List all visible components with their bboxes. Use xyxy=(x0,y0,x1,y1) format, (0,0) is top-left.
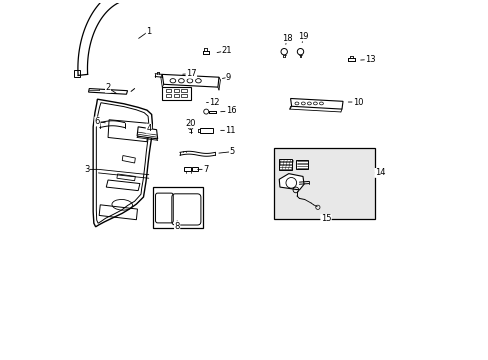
Ellipse shape xyxy=(307,102,311,105)
Text: 16: 16 xyxy=(225,107,236,116)
Text: 10: 10 xyxy=(352,98,363,107)
Bar xyxy=(165,94,171,98)
Text: 20: 20 xyxy=(185,119,196,128)
Text: 11: 11 xyxy=(224,126,235,135)
Text: 8: 8 xyxy=(174,221,180,230)
Polygon shape xyxy=(279,174,304,190)
Polygon shape xyxy=(200,127,212,133)
Ellipse shape xyxy=(294,102,298,105)
Text: 2: 2 xyxy=(105,84,110,93)
Text: 5: 5 xyxy=(229,147,234,156)
Text: 4: 4 xyxy=(146,124,151,133)
Text: 1: 1 xyxy=(146,27,151,36)
Ellipse shape xyxy=(313,102,317,105)
Bar xyxy=(165,89,171,92)
Bar xyxy=(173,89,179,92)
Bar xyxy=(192,167,198,171)
Text: 9: 9 xyxy=(225,73,231,82)
Text: 18: 18 xyxy=(281,34,292,43)
Text: 21: 21 xyxy=(221,46,231,55)
Text: 15: 15 xyxy=(320,215,330,224)
Text: 14: 14 xyxy=(374,168,385,177)
Bar xyxy=(181,89,187,92)
Polygon shape xyxy=(162,87,190,100)
Text: 17: 17 xyxy=(185,69,196,78)
Text: 3: 3 xyxy=(84,165,89,174)
Bar xyxy=(273,148,374,219)
Polygon shape xyxy=(295,160,307,169)
Text: 6: 6 xyxy=(95,117,100,126)
Polygon shape xyxy=(278,159,292,170)
Polygon shape xyxy=(93,99,152,227)
Ellipse shape xyxy=(301,102,305,105)
Text: 7: 7 xyxy=(203,165,208,174)
Polygon shape xyxy=(290,99,343,109)
Bar xyxy=(181,94,187,98)
Polygon shape xyxy=(162,75,219,87)
Bar xyxy=(153,187,202,228)
Bar xyxy=(173,94,179,98)
Text: 12: 12 xyxy=(209,98,219,107)
Text: 19: 19 xyxy=(297,32,307,41)
Text: 13: 13 xyxy=(364,55,375,64)
Ellipse shape xyxy=(319,102,323,105)
Polygon shape xyxy=(137,127,157,139)
Bar xyxy=(184,167,190,171)
